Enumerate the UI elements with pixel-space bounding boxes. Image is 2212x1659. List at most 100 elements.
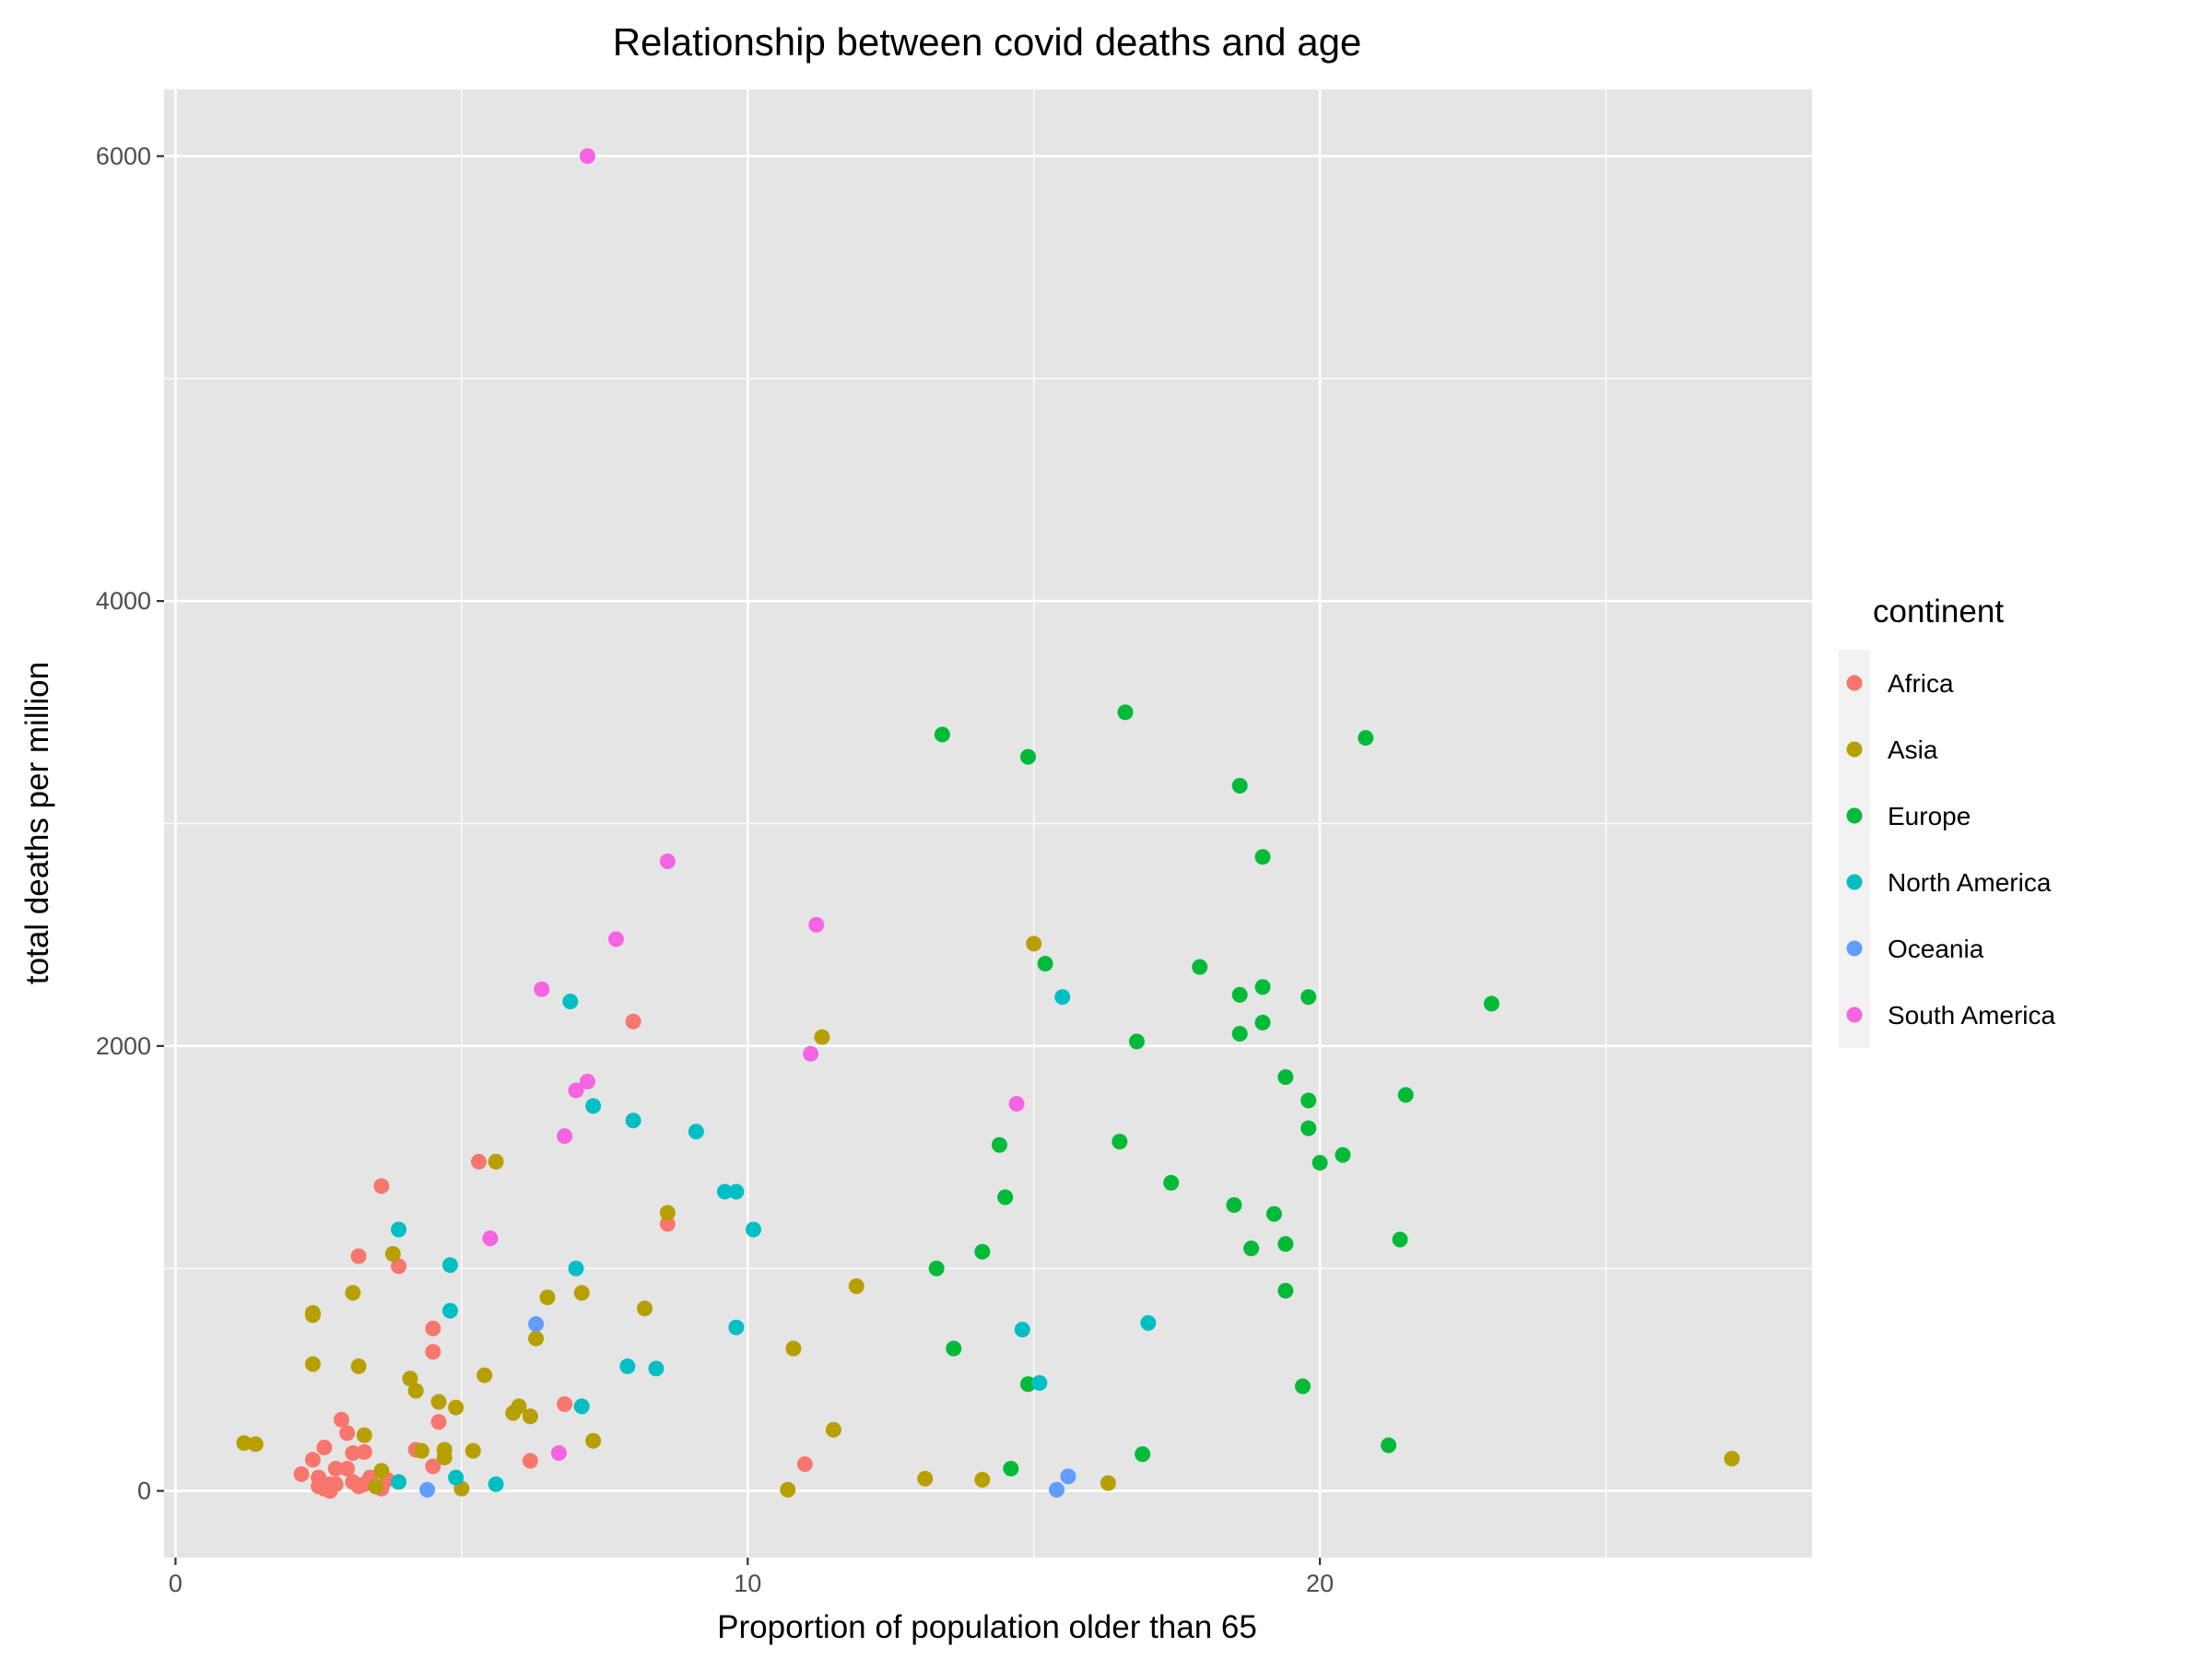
point-north-america [1054, 989, 1071, 1006]
point-africa [391, 1258, 407, 1275]
legend-label-south-america: South America [1888, 1001, 2056, 1030]
point-asia [407, 1382, 424, 1399]
x-tick-label: 0 [169, 1570, 182, 1597]
point-europe [1128, 1033, 1145, 1050]
point-asia [848, 1278, 865, 1295]
point-asia [917, 1470, 934, 1487]
point-europe [1254, 1015, 1271, 1031]
point-africa [293, 1465, 310, 1482]
point-asia [1724, 1451, 1740, 1467]
point-europe [997, 1189, 1014, 1206]
point-europe [1243, 1241, 1260, 1257]
point-africa [327, 1460, 344, 1477]
point-africa [350, 1248, 367, 1265]
point-south-america [579, 147, 595, 164]
point-europe [1019, 1376, 1036, 1393]
x-axis: 0 10 20 [169, 1558, 1334, 1597]
point-africa [425, 1320, 441, 1336]
point-north-america [1031, 1375, 1048, 1392]
point-europe [1483, 995, 1500, 1012]
point-oceania [1060, 1468, 1077, 1485]
point-asia [350, 1358, 367, 1374]
legend: continent Africa Asia Europe North America O… [1839, 594, 2056, 1048]
point-asia [448, 1399, 465, 1416]
point-north-america [441, 1302, 458, 1319]
point-asia [345, 1285, 361, 1301]
point-africa [356, 1443, 372, 1460]
point-south-america [568, 1082, 584, 1099]
point-europe [1254, 849, 1271, 865]
y-axis: 0 2000 4000 6000 [96, 142, 164, 1505]
point-north-america [1014, 1322, 1030, 1338]
minor-gridlines [164, 89, 1812, 1558]
point-africa [625, 1013, 641, 1030]
point-asia [304, 1356, 321, 1372]
legend-key-asia [1846, 741, 1863, 758]
point-africa [470, 1153, 487, 1170]
legend-label-asia: Asia [1888, 735, 1938, 764]
point-africa [339, 1460, 356, 1477]
point-europe [1392, 1231, 1408, 1248]
point-south-america [803, 1045, 819, 1062]
point-africa [333, 1411, 349, 1428]
point-north-america [573, 1398, 590, 1415]
point-south-america [808, 916, 825, 933]
legend-key-europe [1846, 807, 1863, 824]
point-europe [1254, 979, 1271, 995]
point-asia [1100, 1475, 1116, 1491]
point-asia [585, 1432, 602, 1449]
point-north-america [448, 1469, 465, 1486]
point-europe [1294, 1378, 1311, 1394]
point-asia [511, 1398, 527, 1415]
x-axis-title: Proportion of population older than 65 [717, 1609, 1257, 1645]
legend-key-north-america [1846, 874, 1863, 890]
point-asia [465, 1442, 481, 1459]
point-europe [934, 726, 950, 743]
point-asia [373, 1463, 390, 1479]
legend-key-africa [1846, 675, 1863, 691]
point-south-america [550, 1445, 567, 1462]
point-asia [477, 1367, 493, 1383]
y-tick-label: 2000 [96, 1032, 151, 1060]
point-africa [796, 1456, 813, 1473]
y-axis-title: total deaths per million [19, 662, 55, 984]
legend-label-oceania: Oceania [1888, 935, 1984, 963]
point-asia [659, 1205, 676, 1221]
point-europe [1300, 1120, 1317, 1136]
point-asia [236, 1435, 253, 1452]
legend-key-oceania [1846, 940, 1863, 957]
point-europe [1312, 1155, 1328, 1171]
point-south-america [607, 931, 624, 947]
legend-key-south-america [1846, 1006, 1863, 1023]
point-asia [436, 1441, 453, 1458]
point-europe [946, 1340, 962, 1357]
point-europe [1192, 959, 1208, 975]
data-points [236, 147, 1740, 1500]
point-south-america [482, 1230, 499, 1247]
point-south-america [1008, 1096, 1025, 1112]
point-north-america [716, 1183, 733, 1200]
point-europe [1335, 1147, 1351, 1163]
point-north-america [562, 994, 579, 1010]
chart-title: Relationship between covid deaths and ag… [613, 20, 1362, 64]
point-asia [413, 1442, 429, 1459]
point-africa [339, 1425, 356, 1441]
point-europe [1277, 1282, 1294, 1299]
point-north-america [625, 1112, 641, 1129]
point-asia [1026, 935, 1042, 952]
point-europe [991, 1136, 1007, 1153]
point-north-america [728, 1183, 745, 1200]
point-europe [1135, 1446, 1151, 1463]
point-north-america [391, 1221, 407, 1238]
legend-label-africa: Africa [1888, 669, 1954, 698]
point-asia [430, 1394, 447, 1410]
point-asia [785, 1340, 802, 1357]
point-europe [1003, 1460, 1019, 1477]
legend-label-europe: Europe [1888, 802, 1971, 830]
point-asia [780, 1481, 796, 1498]
point-asia [247, 1436, 264, 1453]
point-asia [573, 1285, 590, 1301]
point-asia [384, 1246, 401, 1263]
point-europe [1163, 1174, 1180, 1191]
